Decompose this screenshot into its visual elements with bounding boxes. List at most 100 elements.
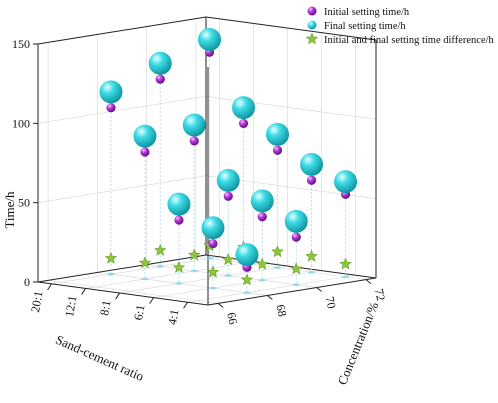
- legend-initial-marker: [307, 6, 317, 16]
- floor-projection: [224, 274, 232, 277]
- difference-point: [187, 248, 201, 261]
- initial-setting-point: [306, 175, 317, 185]
- initial-setting-point: [140, 147, 150, 157]
- grid-backwall-z: [205, 96, 377, 120]
- x-tick-label: 6:1: [131, 304, 147, 322]
- floor-projection: [190, 269, 198, 273]
- y-tick-label: 68: [273, 303, 289, 318]
- box-edge: [205, 254, 377, 279]
- x-tick: [81, 288, 87, 295]
- x-tick: [183, 301, 189, 309]
- difference-point: [339, 257, 352, 270]
- legend-final-label: Final setting time/h: [324, 21, 406, 32]
- floor-projection: [258, 278, 266, 282]
- floor-projection: [308, 270, 316, 274]
- grid-floor-x: [51, 256, 220, 285]
- difference-point: [172, 260, 186, 274]
- initial-setting-point: [208, 239, 218, 249]
- y-tick: [316, 287, 322, 292]
- final-setting-point: [133, 124, 157, 148]
- legend-difference-marker: [305, 32, 319, 45]
- final-setting-point: [198, 28, 222, 51]
- axes: [33, 16, 377, 309]
- floor-projection: [243, 291, 251, 295]
- y-tick: [267, 295, 273, 300]
- floor-projection: [156, 264, 164, 268]
- floor-projection: [107, 272, 115, 276]
- z-tick-label: 150: [12, 37, 30, 51]
- difference-point: [255, 257, 269, 270]
- final-setting-point: [250, 189, 274, 213]
- floor-projection: [292, 283, 300, 287]
- initial-setting-point: [189, 136, 199, 146]
- grid-lines: [37, 16, 377, 304]
- difference-point: [138, 256, 152, 269]
- y-tick-label: 72: [372, 287, 388, 302]
- x-tick-label: 12:1: [62, 295, 79, 318]
- difference-point: [104, 251, 118, 264]
- x-tick-label: 20:1: [28, 290, 45, 313]
- z-tick-label: 100: [12, 116, 30, 130]
- y-tick-label: 66: [224, 311, 240, 326]
- x-tick: [149, 297, 155, 304]
- legend-final-marker: [307, 20, 317, 30]
- grid-sidewall-z: [37, 175, 207, 203]
- difference-point: [305, 249, 318, 262]
- final-setting-point: [99, 80, 123, 104]
- final-setting-point: [216, 168, 240, 192]
- box-edge: [207, 277, 377, 306]
- final-setting-point: [232, 96, 256, 120]
- z-tick-label: 50: [18, 196, 30, 210]
- axis-titles: Time/h Sand-cement ratio Concentration/%: [2, 191, 381, 387]
- x-tick-label: 8:1: [97, 299, 113, 317]
- final-setting-point: [266, 122, 290, 146]
- difference-point: [221, 253, 235, 266]
- final-setting-point: [284, 209, 308, 233]
- initial-setting-point: [257, 212, 267, 222]
- final-setting-point: [334, 170, 358, 194]
- legend: Initial setting time/h Final setting tim…: [305, 6, 495, 46]
- difference-point: [206, 265, 220, 278]
- grid-floor-x: [153, 270, 322, 298]
- grid-floor-x: [187, 274, 356, 303]
- initial-setting-point: [155, 74, 165, 84]
- grid-floor-y: [97, 272, 268, 296]
- grid-floor-y: [48, 280, 219, 304]
- final-setting-point: [300, 152, 324, 176]
- x-tick: [115, 292, 121, 300]
- initial-setting-point: [223, 191, 233, 201]
- y-tick: [365, 279, 372, 285]
- initial-setting-point: [238, 118, 249, 129]
- difference-point: [240, 273, 254, 286]
- x-tick-label: 4:1: [165, 308, 181, 326]
- difference-point: [153, 243, 167, 256]
- box-edge: [205, 16, 377, 41]
- y-tick: [217, 302, 224, 308]
- y-axis-title: Concentration/%: [334, 300, 381, 387]
- grid-sidewall-z: [37, 96, 207, 124]
- initial-setting-point: [272, 145, 283, 155]
- floor-projection: [274, 266, 282, 270]
- y-tick-label: 70: [323, 295, 339, 310]
- data-marks: [99, 28, 358, 286]
- grid-floor-x: [119, 265, 288, 294]
- initial-setting-point: [174, 215, 184, 225]
- difference-point: [289, 262, 303, 275]
- floor-projection: [141, 277, 149, 281]
- x-axis-title: Sand-cement ratio: [53, 332, 146, 384]
- floor-projection: [175, 282, 183, 285]
- final-setting-point: [182, 113, 206, 137]
- x-tick: [47, 283, 53, 291]
- final-setting-point: [235, 243, 259, 267]
- z-tick-label: 0: [24, 275, 30, 289]
- floor-projection: [209, 286, 217, 290]
- grid-floor-x: [85, 261, 254, 289]
- box-edge: [37, 281, 209, 306]
- final-setting-point: [167, 192, 191, 216]
- final-setting-point: [148, 51, 172, 75]
- initial-setting-point: [106, 103, 116, 113]
- final-setting-point: [201, 216, 225, 240]
- initial-setting-point: [291, 232, 301, 242]
